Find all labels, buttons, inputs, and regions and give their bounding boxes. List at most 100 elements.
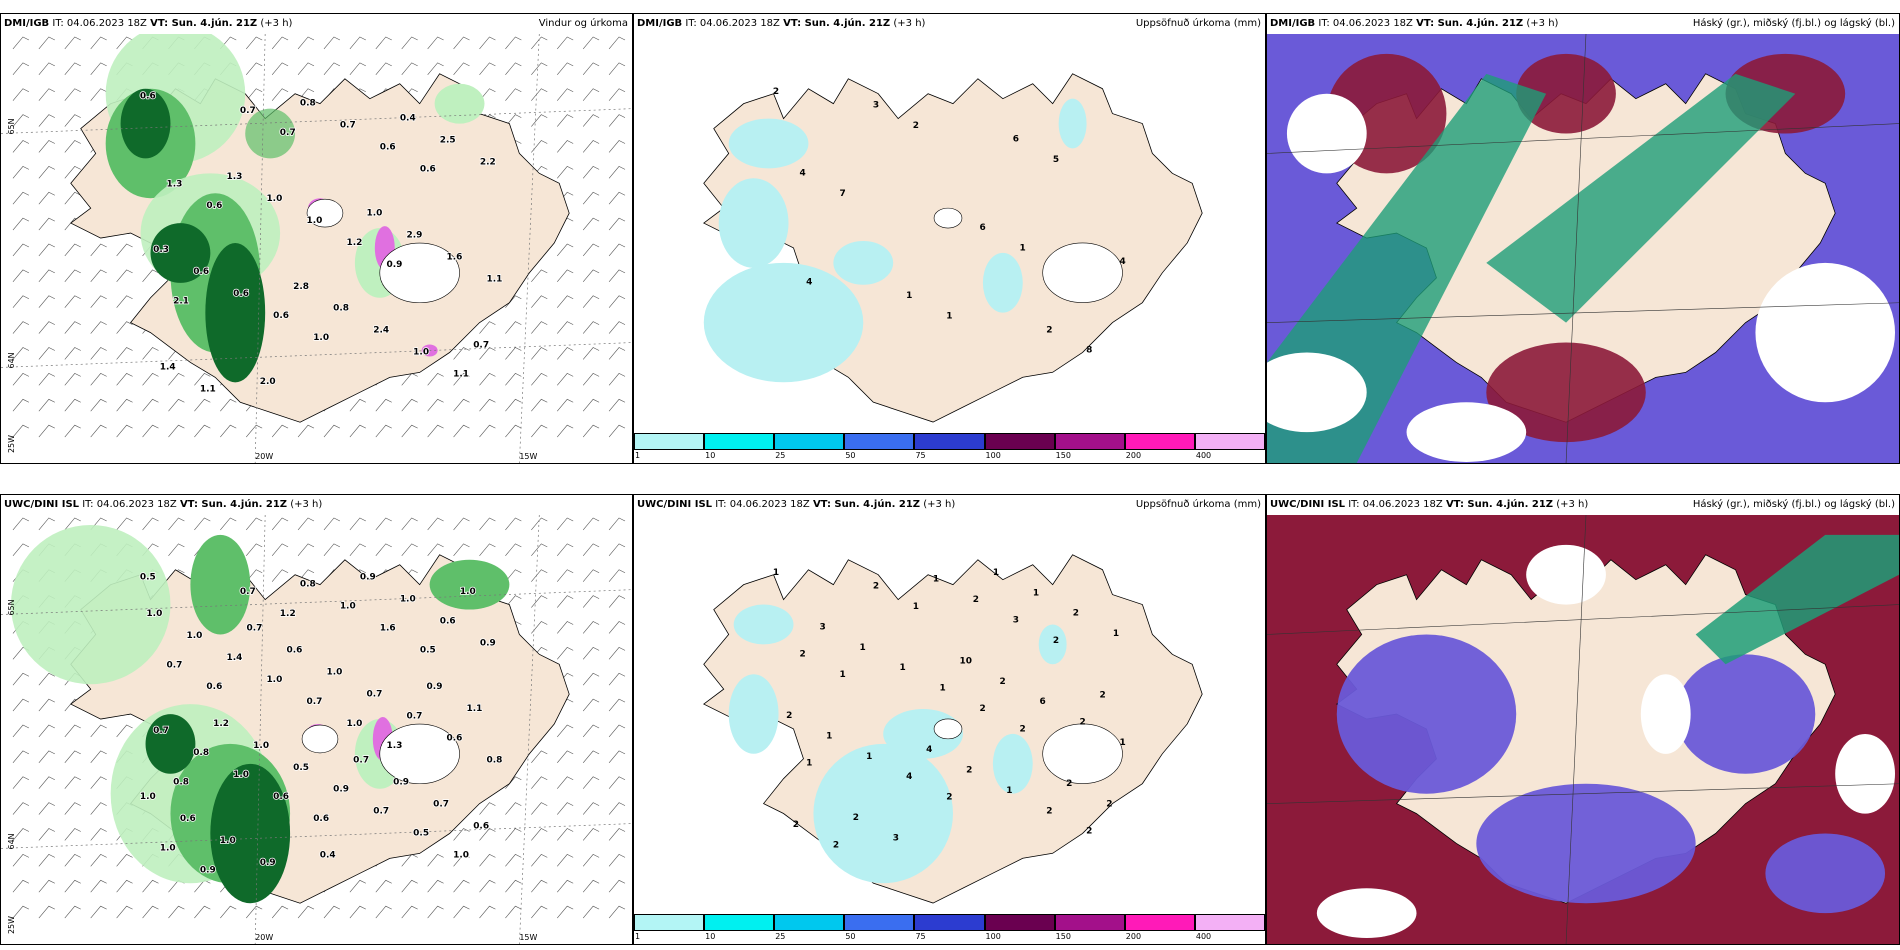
wind-barb: [64, 724, 81, 738]
wind-barb: [90, 424, 107, 438]
wind-barb: [245, 62, 263, 76]
axis-label-64n: 64N: [7, 352, 16, 368]
colorbar-swatch: [1124, 433, 1195, 450]
wind-barb: [90, 905, 107, 919]
wind-barb: [38, 698, 55, 712]
wind-barb: [582, 373, 600, 386]
wind-barb: [12, 905, 30, 919]
wind-barb: [505, 114, 522, 127]
cloud-layers: [1267, 53, 1896, 463]
wind-precip-panel-uwc: UWC/DINI ISL IT: 04.06.2023 18Z VT: Sun.…: [0, 494, 633, 945]
lead-time: (+3 h): [290, 499, 323, 510]
wind-barb: [90, 879, 107, 893]
cloud-panel-dmi: DMI/IGB IT: 04.06.2023 18Z VT: Sun. 4.jú…: [1266, 13, 1900, 464]
wind-barb: [557, 166, 574, 179]
wind-barb: [64, 373, 81, 386]
wind-barb: [479, 543, 496, 557]
map-value-label: 2: [966, 765, 972, 775]
wind-barb: [38, 373, 55, 386]
wind-barb: [323, 36, 341, 50]
precip-blobs: [10, 524, 510, 904]
model-name: DMI/IGB: [637, 18, 683, 29]
wind-barb: [401, 543, 418, 557]
panel-header: DMI/IGB IT: 04.06.2023 18Z VT: Sun. 4.jú…: [634, 14, 1265, 34]
map-value-label: 1: [913, 602, 919, 612]
map-value-label: 6: [980, 223, 986, 233]
wind-barb: [557, 36, 574, 50]
wind-barb: [401, 424, 418, 438]
wind-barb: [142, 905, 159, 919]
glaciers: [933, 718, 1123, 784]
wind-barb: [531, 802, 548, 815]
wind-barb: [297, 543, 315, 557]
map-value-label: 2: [799, 650, 805, 660]
map-value-label: 1: [773, 568, 779, 578]
wind-barb: [142, 269, 159, 283]
map-value-label: 3: [1013, 616, 1019, 626]
wind-barb: [38, 321, 55, 334]
wind-barb: [12, 295, 30, 308]
colorbar-tick-label: 25: [775, 932, 786, 941]
wind-barb: [582, 517, 600, 531]
wind-barb: [194, 424, 211, 438]
wind-barb: [64, 398, 81, 412]
wind-barb: [453, 424, 470, 438]
map-value-label: 2.9: [407, 231, 423, 241]
wind-barb: [608, 269, 626, 283]
panel-header: DMI/IGB IT: 04.06.2023 18Z VT: Sun. 4.jú…: [1, 14, 632, 34]
map-value-label: 2: [1053, 636, 1059, 646]
accum-precip-svg: 2 1 2 4 5 1 7 8 6 3 4 6 1 4 2: [703, 73, 1203, 423]
wind-barb: [271, 569, 289, 582]
valid-time: VT: Sun. 4.jún. 21Z: [150, 18, 258, 29]
wind-barb: [12, 191, 30, 205]
colorbar-tick-label: 200: [1125, 932, 1142, 941]
colorbar-swatch: [844, 914, 915, 931]
wind-barb: [557, 424, 574, 438]
wind-barb: [375, 879, 392, 893]
wind-barb: [38, 62, 55, 76]
map-value-label: 0.5: [413, 829, 429, 839]
wind-barb: [557, 114, 574, 127]
map-value-label: 1.0: [367, 209, 383, 219]
wind-barb: [582, 543, 600, 557]
wind-barb: [38, 517, 55, 531]
wind-barb: [557, 879, 574, 893]
wind-barb: [220, 905, 237, 919]
map-value-label: 1.0: [413, 348, 429, 358]
wind-barb: [116, 373, 133, 386]
wind-barb: [90, 398, 107, 412]
wind-barb: [582, 698, 600, 712]
cloud-svg: [1267, 34, 1899, 463]
wind-barb: [582, 166, 600, 179]
wind-barb: [479, 36, 496, 50]
wind-barb: [531, 295, 548, 308]
wind-barb: [38, 88, 55, 101]
wind-barb: [531, 828, 548, 841]
wind-barb: [608, 698, 626, 712]
wind-barb: [116, 269, 133, 283]
map-value-label: 1.0: [253, 741, 269, 751]
wind-barb: [608, 88, 626, 101]
wind-barb: [64, 166, 81, 179]
wind-barb: [479, 905, 496, 919]
wind-barb: [323, 543, 341, 557]
wind-barb: [582, 140, 600, 153]
wind-barb: [427, 398, 444, 412]
model-name: UWC/DINI ISL: [4, 499, 80, 510]
map-value-label: 2.0: [260, 377, 276, 387]
map-value-label: 6: [1013, 135, 1019, 145]
wind-barb: [38, 672, 55, 686]
wind-barb: [479, 854, 496, 867]
wind-barb: [220, 398, 237, 412]
map-value-label: 1.0: [453, 851, 469, 861]
colorbar-swatch: [1054, 433, 1125, 450]
map-value-label: 8: [1086, 346, 1092, 356]
wind-barb: [38, 114, 55, 127]
colorbar-tick-label: 150: [1055, 451, 1071, 460]
wind-barb: [64, 62, 81, 76]
wind-barb: [505, 854, 522, 867]
wind-barb: [64, 828, 81, 841]
wind-barb: [64, 424, 81, 438]
map-value-label: 2: [1079, 718, 1085, 728]
wind-barb: [271, 36, 289, 50]
